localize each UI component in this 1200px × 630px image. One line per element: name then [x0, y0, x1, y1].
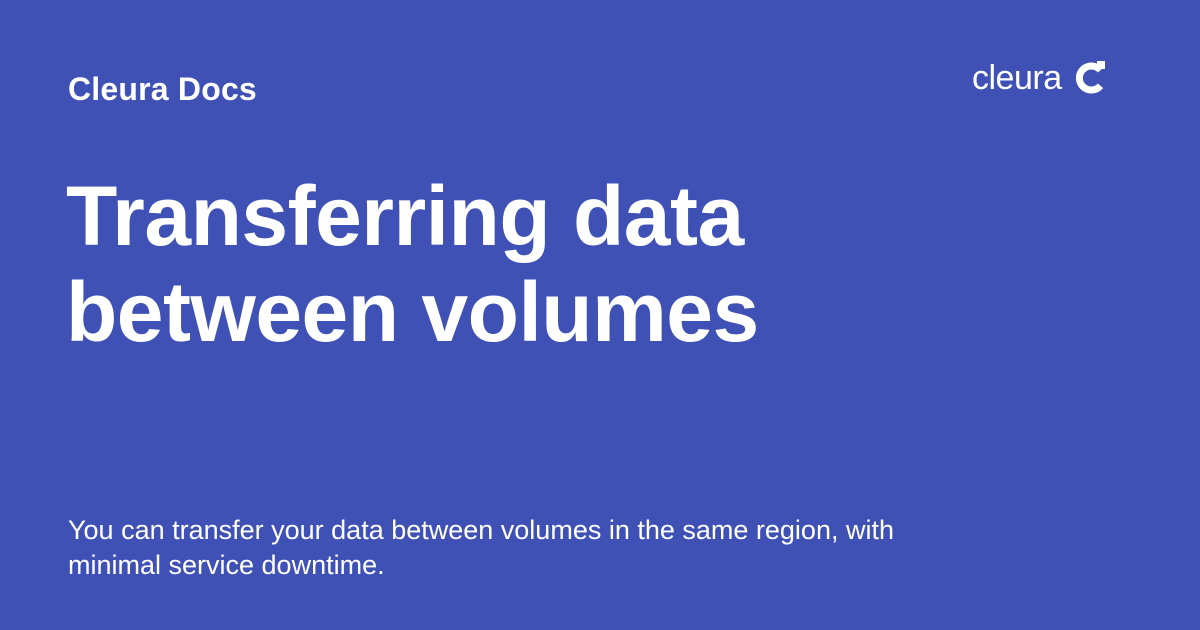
page-title: Transferring data between volumes	[66, 169, 759, 359]
cleura-c-icon	[1075, 61, 1105, 94]
cleura-logo: cleura	[972, 58, 1108, 98]
page-description: You can transfer your data between volum…	[68, 515, 894, 580]
logo-wordmark: cleura	[972, 59, 1062, 97]
site-name: Cleura Docs	[68, 71, 257, 107]
